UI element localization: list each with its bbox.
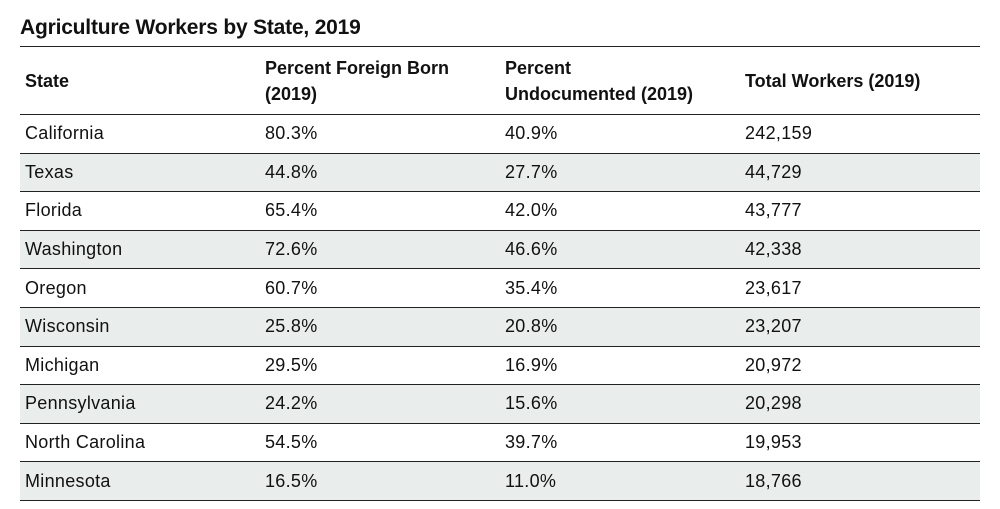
total-workers-cell: 20,972 [745, 354, 802, 375]
table-header-row: State Percent Foreign Born (2019) Percen… [20, 47, 980, 115]
percent-foreign-born-cell: 16.5% [265, 470, 318, 491]
percent-undocumented-cell: 35.4% [505, 277, 558, 298]
total-workers-cell: 43,777 [745, 200, 802, 221]
state-cell: Michigan [25, 354, 100, 375]
table-row: Pennsylvania 24.2% 15.6% 20,298 [20, 385, 980, 424]
header-state: State [20, 68, 260, 94]
table-row: Michigan 29.5% 16.9% 20,972 [20, 347, 980, 386]
header-percent-foreign-born: Percent Foreign Born (2019) [260, 55, 500, 107]
total-workers-cell: 23,207 [745, 316, 802, 337]
table-row: Wisconsin 25.8% 20.8% 23,207 [20, 307, 980, 347]
total-workers-cell: 23,617 [745, 277, 802, 298]
percent-undocumented-cell: 15.6% [505, 393, 558, 414]
percent-foreign-born-cell: 29.5% [265, 354, 318, 375]
state-cell: Wisconsin [25, 316, 110, 337]
percent-foreign-born-cell: 44.8% [265, 161, 318, 182]
header-percent-foreign-born-line-2: (2019) [265, 83, 318, 104]
percent-undocumented-cell: 40.9% [505, 123, 558, 144]
total-workers-cell: 18,766 [745, 470, 802, 491]
percent-undocumented-cell: 46.6% [505, 239, 558, 260]
percent-undocumented-cell: 42.0% [505, 200, 558, 221]
table-row: Texas 44.8% 27.7% 44,729 [20, 153, 980, 193]
header-total-workers-line-1: Total Workers (2019) [745, 70, 921, 91]
percent-undocumented-cell: 11.0% [505, 470, 557, 491]
state-cell: North Carolina [25, 432, 146, 453]
percent-undocumented-cell: 27.7% [505, 161, 558, 182]
table-row: North Carolina 54.5% 39.7% 19,953 [20, 424, 980, 463]
total-workers-cell: 20,298 [745, 393, 802, 414]
data-table: State Percent Foreign Born (2019) Percen… [20, 46, 980, 501]
table-row: Oregon 60.7% 35.4% 23,617 [20, 269, 980, 308]
table-body: California 80.3% 40.9% 242,159 Texas 44.8% 27.… [20, 115, 980, 501]
total-workers-cell: 42,338 [745, 239, 802, 260]
header-total-workers: Total Workers (2019) [740, 68, 980, 94]
header-percent-undocumented: Percent Undocumented (2019) [500, 55, 740, 107]
percent-foreign-born-cell: 72.6% [265, 239, 318, 260]
percent-foreign-born-cell: 80.3% [265, 123, 318, 144]
percent-undocumented-cell: 16.9% [505, 354, 558, 375]
state-cell: California [25, 123, 105, 144]
percent-foreign-born-cell: 65.4% [265, 200, 318, 221]
table-title: Agriculture Workers by State, 2019 [20, 16, 361, 39]
state-cell: Pennsylvania [25, 393, 136, 414]
state-cell: Oregon [25, 277, 87, 298]
table-row: Washington 72.6% 46.6% 42,338 [20, 230, 980, 270]
state-cell: Texas [25, 161, 74, 182]
header-percent-undocumented-line-2: Undocumented (2019) [505, 83, 694, 104]
table-row: California 80.3% 40.9% 242,159 [20, 115, 980, 154]
table-row: Minnesota 16.5% 11.0% 18,766 [20, 462, 980, 501]
percent-undocumented-cell: 39.7% [505, 432, 558, 453]
state-cell: Washington [25, 239, 123, 260]
table-row: Florida 65.4% 42.0% 43,777 [20, 192, 980, 231]
header-percent-foreign-born-line-1: Percent Foreign Born [265, 57, 450, 78]
header-state-line-1: State [25, 70, 70, 91]
total-workers-cell: 44,729 [745, 161, 802, 182]
state-cell: Florida [25, 200, 83, 221]
total-workers-cell: 242,159 [745, 123, 813, 144]
percent-undocumented-cell: 20.8% [505, 316, 558, 337]
total-workers-cell: 19,953 [745, 432, 802, 453]
percent-foreign-born-cell: 24.2% [265, 393, 318, 414]
percent-foreign-born-cell: 54.5% [265, 432, 318, 453]
header-percent-undocumented-line-1: Percent [505, 57, 572, 78]
percent-foreign-born-cell: 60.7% [265, 277, 318, 298]
percent-foreign-born-cell: 25.8% [265, 316, 318, 337]
state-cell: Minnesota [25, 470, 111, 491]
